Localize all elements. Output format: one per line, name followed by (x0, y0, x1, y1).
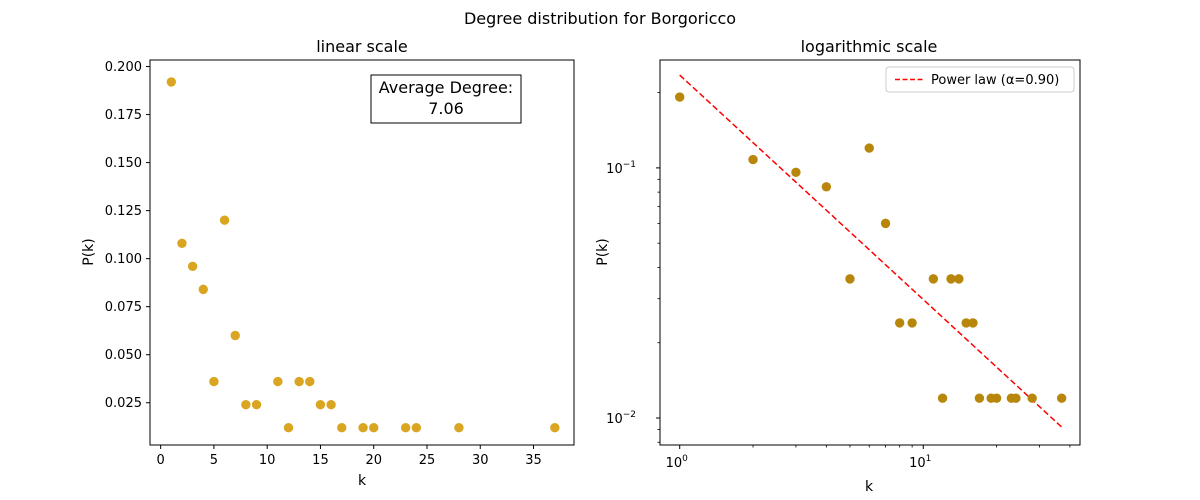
linear-x-tick-label: 15 (312, 453, 329, 468)
log-data-point (974, 393, 985, 403)
log-data-point (961, 318, 971, 328)
log-data-point (821, 182, 832, 192)
linear-data-point (369, 423, 379, 433)
linear-chart: linear scale 0 5 10 15 20 25 30 35 0.025 0.050 0.0… (81, 37, 575, 489)
linear-data-point (273, 376, 283, 387)
log-data-point (1011, 393, 1021, 403)
linear-x-tick-label: 10 (259, 453, 276, 468)
linear-y-tick-label: 0.100 (105, 252, 142, 267)
log-data-point (894, 318, 905, 328)
linear-data-point (337, 423, 347, 433)
log-data-point (991, 393, 1002, 403)
log-data-point (864, 143, 874, 153)
linear-y-tick-label: 0.125 (105, 204, 142, 219)
log-data-point (946, 274, 956, 284)
linear-chart-ylabel: P(k) (81, 238, 97, 265)
linear-y-tick-label: 0.050 (105, 348, 142, 363)
linear-data-point (283, 423, 294, 433)
log-y-tick-label: 10−1 (606, 160, 636, 177)
linear-data-point (550, 423, 560, 433)
log-chart-xlabel: k (865, 479, 874, 495)
log-x-tick-label: 100 (666, 454, 689, 471)
linear-data-point (230, 330, 240, 341)
linear-data-point (209, 376, 219, 387)
log-data-point (880, 218, 891, 229)
log-chart-axes-frame (659, 59, 1081, 446)
log-chart-title: logarithmic scale (801, 37, 938, 56)
linear-data-point (400, 423, 411, 433)
linear-chart-title: linear scale (316, 37, 408, 56)
linear-x-tick-label: 30 (472, 453, 489, 468)
log-data-point (1056, 393, 1067, 403)
linear-y-tick-label: 0.025 (105, 396, 142, 411)
average-degree-box (370, 74, 522, 124)
linear-x-tick-label: 20 (365, 453, 382, 468)
linear-data-point (454, 423, 464, 433)
linear-chart-ticks: 0 5 10 15 20 25 30 35 0.025 0.050 0.075 0.100 0.125 0… (105, 60, 542, 468)
linear-x-tick-label: 25 (419, 453, 436, 468)
average-degree-label: Average Degree: (379, 78, 513, 97)
linear-data-point (177, 238, 187, 248)
linear-data-point (241, 399, 251, 410)
log-y-tick-label: 10−2 (606, 410, 636, 427)
legend-box (885, 66, 1075, 93)
linear-chart-xlabel: k (358, 473, 367, 489)
linear-data-point (219, 215, 230, 225)
linear-y-tick-label: 0.175 (105, 108, 142, 123)
legend-label: Power law (α=0.90) (931, 73, 1059, 88)
log-data-point (748, 154, 758, 165)
log-chart-ylabel: P(k) (595, 238, 611, 265)
linear-data-point (315, 399, 326, 410)
linear-data-point (305, 376, 315, 387)
linear-data-point (294, 376, 304, 387)
average-degree-value: 7.06 (428, 99, 464, 118)
linear-data-point (411, 423, 422, 433)
linear-data-point (198, 284, 208, 295)
linear-x-tick-label: 35 (525, 453, 542, 468)
linear-data-point (326, 399, 336, 410)
log-chart-legend: Power law (α=0.90) (885, 66, 1075, 93)
log-data-point (845, 274, 855, 284)
log-data-point (928, 274, 939, 284)
linear-x-tick-label: 0 (157, 453, 165, 468)
log-data-point (675, 92, 685, 102)
linear-data-point (166, 77, 177, 87)
log-data-point (791, 167, 801, 178)
log-data-point (907, 318, 917, 328)
linear-y-tick-label: 0.200 (105, 60, 142, 75)
log-chart-points (675, 92, 1067, 403)
log-data-point (937, 393, 948, 403)
linear-chart-axes-frame (149, 59, 575, 446)
linear-y-tick-label: 0.150 (105, 156, 142, 171)
average-degree-annotation: Average Degree: 7.06 (370, 74, 522, 124)
linear-x-tick-label: 5 (210, 453, 218, 468)
linear-data-point (358, 423, 368, 433)
log-x-tick-label: 101 (909, 454, 931, 471)
linear-y-tick-label: 0.075 (105, 300, 142, 315)
log-data-point (1027, 393, 1037, 403)
linear-data-point (187, 261, 198, 272)
power-law-fit-line (679, 74, 1063, 428)
log-data-point (954, 274, 964, 284)
figure-suptitle: Degree distribution for Borgoricco (464, 9, 736, 28)
linear-chart-points (166, 77, 560, 433)
log-data-point (968, 318, 978, 328)
linear-data-point (251, 399, 262, 410)
log-chart-ticks: 100 101 10−2 10−1 (606, 92, 1071, 471)
